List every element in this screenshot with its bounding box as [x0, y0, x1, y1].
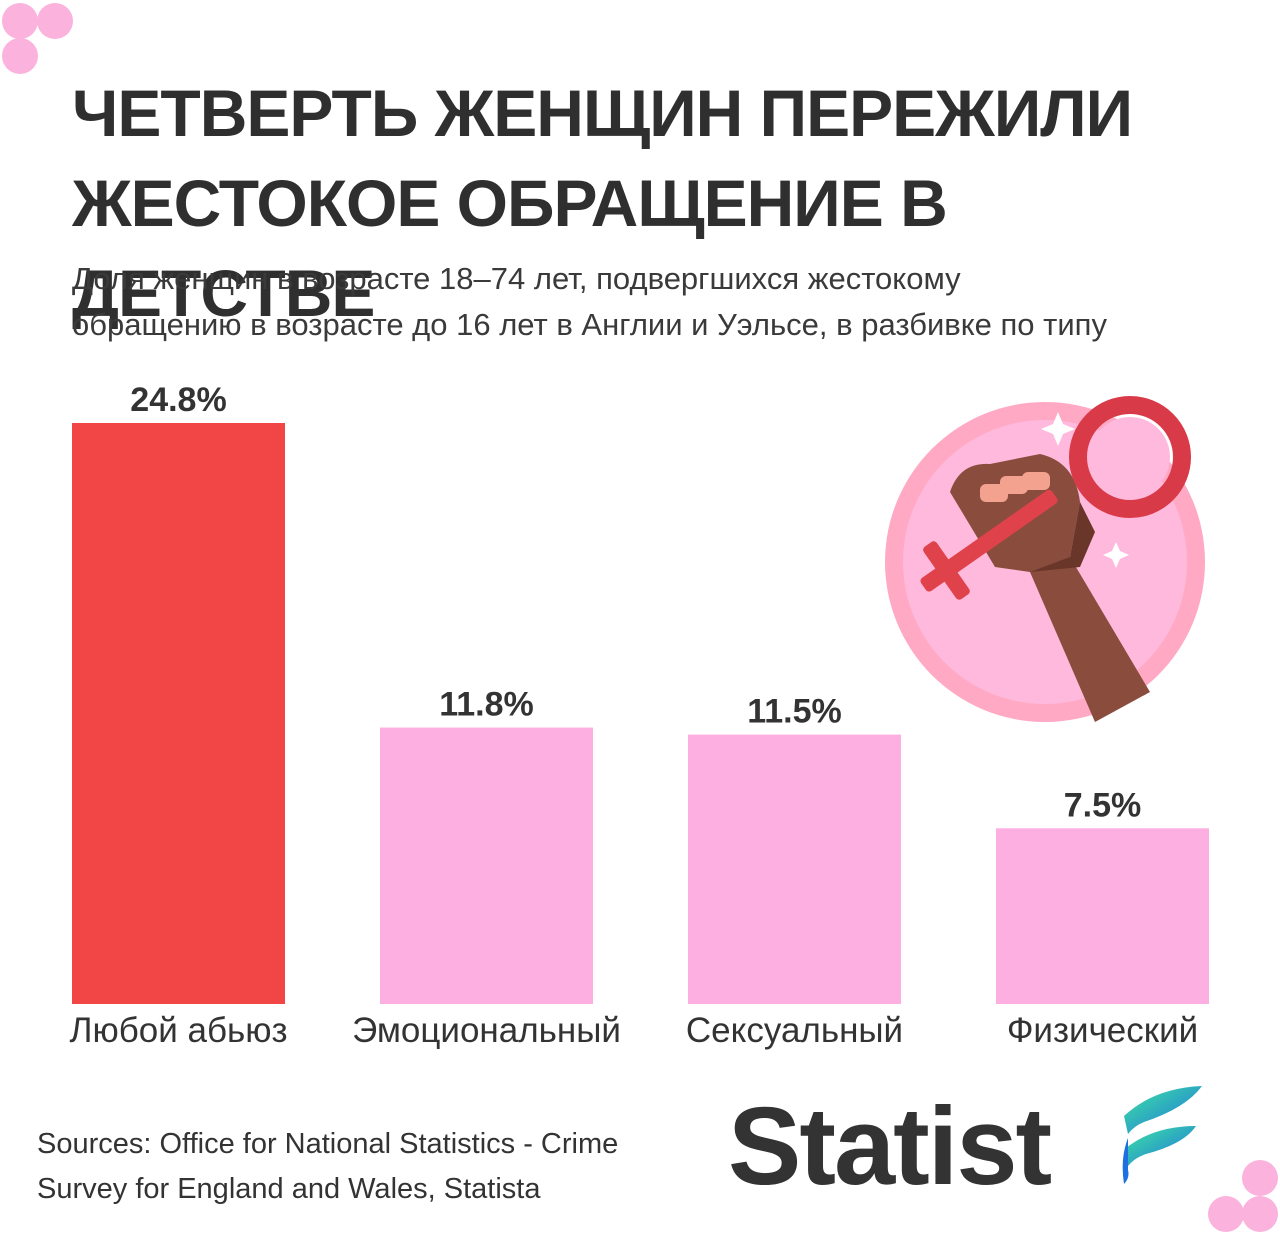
category-label: Эмоциональный: [352, 1011, 621, 1050]
subtitle: Доля женщин в возрасте 18–74 лет, подвер…: [72, 256, 1252, 348]
bar-chart: 24.8% Любой абьюз 11.8% Эмоциональный 11.5% С…: [69, 381, 1209, 1050]
page-title: ЧЕТВЕРТЬ ЖЕНЩИН ПЕРЕЖИЛИ ЖЕСТОКОЕ ОБРАЩЕ…: [72, 68, 1252, 338]
bar-4: [996, 828, 1209, 1004]
source-line: Sources: Office for National Statistics …: [37, 1128, 619, 1160]
category-label: Физический: [1007, 1011, 1198, 1050]
subtitle-line: обращению в возрасте до 16 лет в Англии …: [72, 307, 1107, 342]
statista-logo-icon: [1122, 1086, 1202, 1184]
source-note: Sources: Office for National Statistics …: [37, 1122, 717, 1212]
title-line: ЖЕСТОКОЕ ОБРАЩЕНИЕ В ДЕТСТВЕ: [72, 166, 948, 330]
data-label: 11.8%: [439, 686, 534, 724]
category-label: Сексуальный: [686, 1011, 903, 1050]
category-label: Любой абьюз: [69, 1011, 287, 1050]
bar-1: [72, 423, 285, 1004]
bar-2: [380, 727, 593, 1004]
brand: Statist: [728, 1078, 1208, 1218]
bar-3: [688, 734, 901, 1004]
source-line: Survey for England and Wales, Statista: [37, 1173, 541, 1205]
data-label: 11.5%: [747, 693, 842, 731]
data-label: 7.5%: [1064, 786, 1142, 824]
subtitle-line: Доля женщин в возрасте 18–74 лет, подвер…: [72, 261, 961, 296]
title-line: ЧЕТВЕРТЬ ЖЕНЩИН ПЕРЕЖИЛИ: [72, 76, 1133, 150]
brand-name: Statist: [728, 1085, 1052, 1208]
data-label: 24.8%: [130, 381, 226, 419]
raised-fist-female-symbol-icon: [885, 396, 1205, 722]
